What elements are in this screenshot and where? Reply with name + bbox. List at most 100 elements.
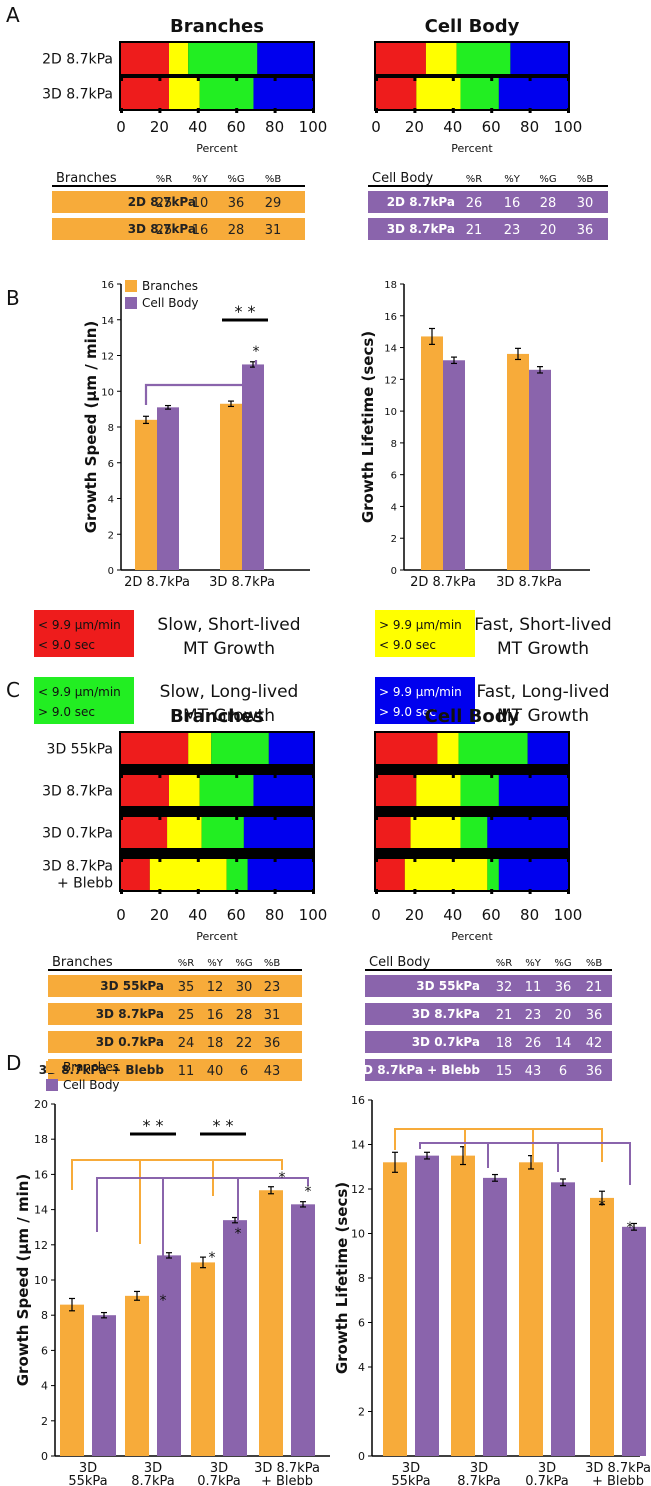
significance-star: * (599, 1198, 606, 1214)
stacked-segment-b (257, 43, 313, 74)
y-tick-label: 4 (358, 1361, 365, 1374)
bar-branches (220, 403, 242, 570)
table-row-label: 3D 55kPa (416, 979, 480, 993)
table-row (48, 975, 302, 997)
tick-mark (567, 773, 570, 778)
table-cell-value: 6 (240, 1064, 248, 1079)
category-subtitle: MT Growth (183, 706, 275, 726)
x-tick-label: 20 (150, 118, 169, 136)
table-cell-value: 28 (236, 1008, 253, 1023)
y-axis-title: Growth Speed (μm / min) (82, 321, 100, 534)
table-cell-value: 16 (504, 196, 521, 211)
stacked-segment-g (487, 859, 499, 890)
bar-branches (191, 1262, 215, 1456)
table-cell-value: 16 (207, 1008, 224, 1023)
table-row (48, 1003, 302, 1025)
category-speed-threshold: < 9.9 μm/min (38, 618, 121, 632)
tick-mark (528, 889, 532, 894)
category-subtitle: MT Growth (183, 639, 275, 659)
legend-swatch-branches (125, 280, 137, 292)
bar-branches (383, 1162, 407, 1456)
table-cell-value: 29 (265, 196, 282, 211)
tick-mark (490, 857, 494, 862)
x-axis-title: Percent (451, 930, 493, 943)
stacked-segment-b (268, 733, 313, 764)
significance-bracket (144, 360, 258, 405)
category-color-box (375, 610, 475, 657)
y-tick-label: 0 (41, 1450, 48, 1463)
tick-mark (273, 889, 277, 894)
tick-mark (235, 108, 239, 113)
y-tick-label: 8 (358, 1272, 365, 1285)
significance-star: * (235, 1226, 242, 1242)
stacked-segment-r (121, 817, 168, 848)
table-header-cell: %B (577, 174, 594, 185)
tick-mark (528, 108, 532, 113)
x-tick-label: 40 (188, 906, 207, 924)
table-cell-value: 11 (178, 1064, 195, 1079)
y-tick-label: 6 (391, 471, 397, 482)
table-header-cell: %Y (525, 958, 542, 969)
bar-branches (451, 1155, 475, 1456)
bar-branches (421, 336, 443, 570)
tick-mark (312, 815, 315, 820)
y-tick-label: 4 (391, 502, 397, 513)
y-axis-title: Growth Lifetime (secs) (359, 331, 377, 523)
stacked-segment-b (253, 78, 313, 109)
x-tick-label: 0 (116, 906, 126, 924)
table-cell-value: 18 (496, 1036, 513, 1051)
table-row (365, 1059, 612, 1081)
bar-cell-body (622, 1226, 646, 1456)
y-tick-label: 16 (384, 312, 397, 323)
table-header-cell: Branches (56, 171, 117, 186)
table-row-label: 3D 8.7kPa (387, 222, 455, 236)
table-cell-value: 36 (586, 1008, 603, 1023)
x-tick-label: 100 (554, 118, 583, 136)
table-cell-value: 36 (577, 223, 594, 238)
y-tick-label: 8 (391, 439, 397, 450)
table-cell-value: 11 (525, 980, 542, 995)
table-cell-value: 25 (178, 1008, 195, 1023)
tick-mark (120, 773, 123, 778)
table-row (52, 191, 305, 213)
category-color-box (34, 610, 134, 657)
category-lifetime-threshold: < 9.0 sec (38, 638, 95, 652)
table-header-cell: Cell Body (372, 171, 434, 186)
tick-mark (196, 108, 200, 113)
x-tick-label: 100 (299, 118, 328, 136)
tick-mark (528, 773, 532, 778)
table-row-label: 3D 0.7kPa (96, 1035, 164, 1049)
table-cell-value: 40 (207, 1064, 224, 1079)
significance-star: * (627, 1220, 634, 1236)
y-tick-label: 16 (101, 280, 114, 291)
stacked-chart-title: Branches (170, 706, 264, 727)
x-axis-title: Percent (196, 930, 238, 943)
tick-mark (196, 815, 200, 820)
table-row (48, 1059, 302, 1081)
category-label: 3D 8.7kPa (42, 859, 113, 875)
table-row (368, 218, 608, 240)
bar-branches (135, 419, 157, 570)
tick-mark (451, 773, 455, 778)
stacked-segment-g (460, 817, 488, 848)
tick-mark (196, 76, 200, 81)
table-cell-value: 31 (264, 1008, 281, 1023)
bar-branches (590, 1197, 614, 1456)
x-tick-label: 80 (520, 118, 539, 136)
x-tick-label: 100 (554, 906, 583, 924)
category-label: 2D 8.7kPa (42, 52, 113, 68)
bar-branches (507, 353, 529, 570)
tick-mark (567, 889, 570, 894)
bar-cell-body (483, 1177, 507, 1456)
table-cell-value: 43 (525, 1064, 542, 1079)
stacked-segment-b (510, 43, 568, 74)
table-row-label: 3D 55kPa (100, 979, 164, 993)
stacked-segment-r (376, 43, 426, 74)
tick-mark (375, 773, 378, 778)
table-cell-value: 14 (555, 1036, 572, 1051)
stacked-segment-y (167, 817, 202, 848)
x-tick-label: 3D 8.7kPa (496, 575, 562, 590)
x-tick-label: 8.7kPa (131, 1474, 174, 1486)
tick-mark (158, 773, 162, 778)
table-row-label: 3D 0.7kPa (412, 1035, 480, 1049)
